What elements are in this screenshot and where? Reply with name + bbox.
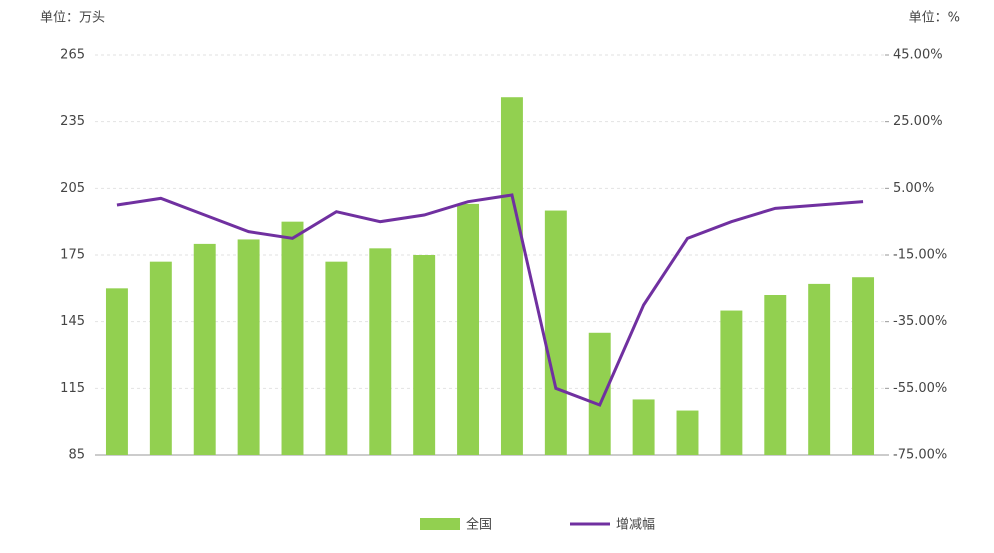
legend-label: 全国 [466,517,492,533]
y2-tick-label: -75.00% [893,448,947,463]
y-tick-label: 115 [60,381,85,396]
bar [720,310,743,455]
bar [852,277,875,455]
bar [632,399,655,455]
y2-tick-label: 5.00% [893,181,934,196]
y-tick-label: 175 [60,248,85,263]
y2-tick-label: 45.00% [893,48,943,63]
y2-axis-label: 单位：% [909,11,960,26]
y2-tick-label: -15.00% [893,248,947,263]
y-tick-label: 145 [60,314,85,329]
line [116,193,864,407]
bar [764,295,787,455]
y-tick-label: 265 [60,48,85,63]
bar [325,261,348,455]
y-axis-label: 单位：万头 [40,11,105,26]
bar [676,410,699,455]
bar [457,203,480,455]
bar [193,243,216,455]
bar [105,288,128,455]
y2-tick-label: -55.00% [893,381,947,396]
legend-label: 增减幅 [616,518,655,533]
y2-tick-label: -35.00% [893,314,947,329]
legend-swatch [420,518,460,530]
bar [808,283,831,455]
bar [149,261,172,455]
y-tick-label: 205 [60,181,85,196]
y-tick-label: 235 [60,114,85,129]
bar [281,221,304,455]
bar [500,97,523,455]
bar [544,210,567,455]
bar [588,332,611,455]
bar [369,248,392,455]
y2-tick-label: 25.00% [893,114,943,129]
bar [413,255,436,455]
y-tick-label: 85 [68,448,85,463]
bar [237,239,260,455]
